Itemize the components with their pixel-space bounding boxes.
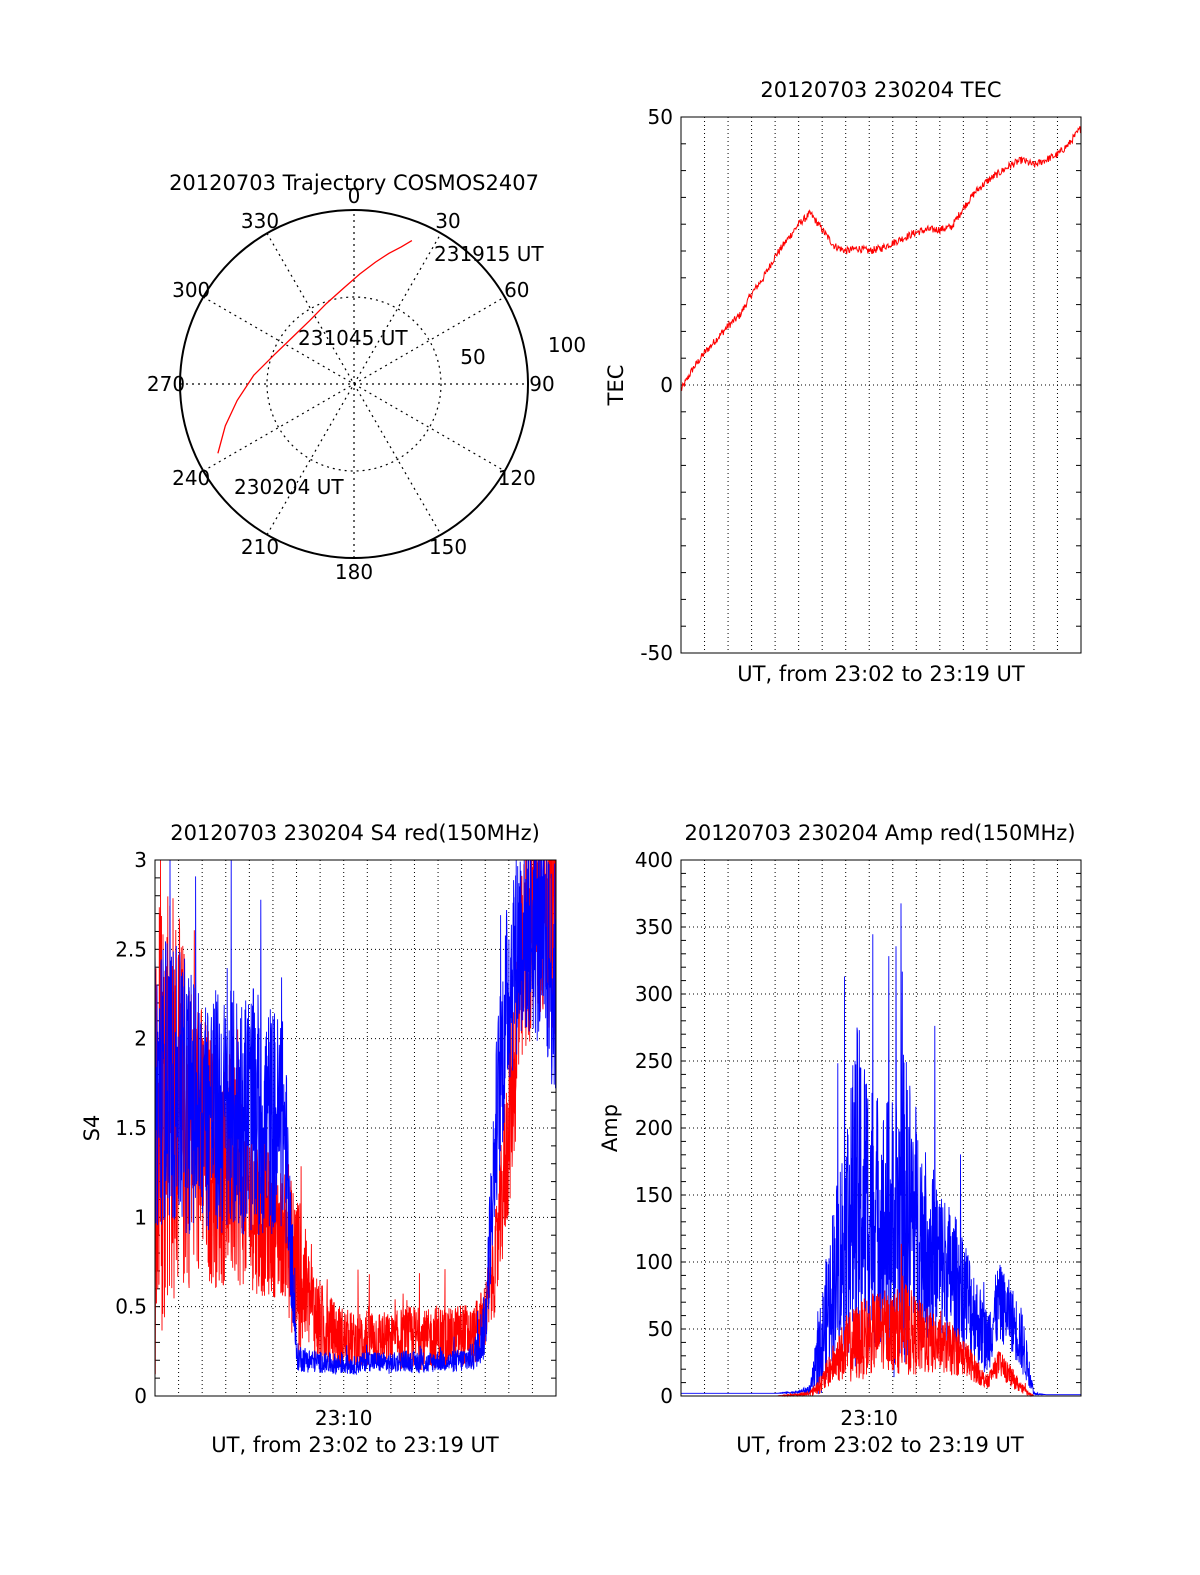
amp-y-tick: 100: [635, 1250, 673, 1274]
s4-x-axis-label: UT, from 23:02 to 23:19 UT: [211, 1433, 499, 1457]
polar-spoke: [266, 233, 442, 535]
tec-grid: [681, 117, 1081, 653]
polar-azimuth-labels: 0 30 60 90 120 150 180 210 240 270 300 330: [147, 184, 555, 584]
s4-y-tick: 1: [134, 1205, 147, 1229]
s4-series-blue: [154, 859, 557, 1376]
s4-y-tick: 0: [134, 1384, 147, 1408]
polar-azimuth-label: 120: [498, 466, 536, 490]
polar-azimuth-label: 30: [435, 209, 460, 233]
amp-x-axis-label: UT, from 23:02 to 23:19 UT: [736, 1433, 1024, 1457]
polar-azimuth-label: 330: [241, 209, 279, 233]
amp-x-tick-label: 23:10: [840, 1406, 898, 1430]
s4-y-tick: 2: [134, 1027, 147, 1051]
polar-trajectory-panel: 20120703 Trajectory COSMOS2407 0 30 60 90 12…: [147, 171, 586, 584]
tec-chart-panel: 20120703 230204 TEC 50 0 -50 UT, from 23:0…: [604, 78, 1082, 686]
amp-y-tick: 200: [635, 1116, 673, 1140]
tec-axes-frame: [680, 116, 1082, 654]
polar-azimuth-label: 240: [172, 466, 210, 490]
amp-axes-frame: [680, 859, 1082, 1397]
polar-azimuth-label: 60: [504, 278, 529, 302]
s4-axes-frame: [154, 859, 557, 1397]
amp-y-tick: 50: [648, 1317, 673, 1341]
polar-title: 20120703 Trajectory COSMOS2407: [169, 171, 539, 195]
polar-azimuth-label: 270: [147, 372, 185, 396]
polar-azimuth-label: 180: [335, 560, 373, 584]
polar-azimuth-label: 150: [429, 535, 467, 559]
amp-y-tick: 300: [635, 982, 673, 1006]
polar-trajectory-line: [217, 240, 413, 454]
tec-title: 20120703 230204 TEC: [760, 78, 1001, 102]
amp-y-tick: 350: [635, 915, 673, 939]
polar-annotation-start: 230204 UT: [234, 475, 344, 499]
s4-chart-panel: 20120703 230204 S4 red(150MHz) 3 2.5 2 1.5 1…: [80, 821, 557, 1457]
amp-title: 20120703 230204 Amp red(150MHz): [684, 821, 1075, 845]
s4-y-axis-label: S4: [80, 1115, 104, 1142]
polar-azimuth-label: 210: [241, 535, 279, 559]
amp-y-tick: 0: [660, 1384, 673, 1408]
polar-inner-circle: [266, 296, 442, 472]
polar-azimuth-label: 0: [348, 184, 361, 208]
amp-y-tick-labels: 400 350 300 250 200 150 100 50 0: [635, 848, 673, 1408]
amp-series-blue: [681, 903, 1081, 1396]
tec-series-line: [680, 126, 1082, 391]
amp-y-tick: 150: [635, 1183, 673, 1207]
tec-y-tick-labels: 50 0 -50: [640, 105, 673, 665]
tec-y-tick: -50: [640, 641, 673, 665]
polar-radial-label-50: 50: [460, 345, 485, 369]
s4-title: 20120703 230204 S4 red(150MHz): [170, 821, 540, 845]
tec-y-tick: 0: [660, 373, 673, 397]
amp-chart-panel: 20120703 230204 Amp red(150MHz) 400 350 30…: [598, 821, 1082, 1457]
s4-y-tick: 2.5: [115, 937, 147, 961]
tec-x-axis-label: UT, from 23:02 to 23:19 UT: [737, 662, 1025, 686]
s4-y-tick: 1.5: [115, 1116, 147, 1140]
s4-y-tick: 0.5: [115, 1295, 147, 1319]
polar-annotation-mid: 231045 UT: [298, 326, 408, 350]
tec-y-tick: 50: [648, 105, 673, 129]
s4-y-tick-labels: 3 2.5 2 1.5 1 0.5 0: [115, 848, 147, 1408]
s4-series-group: [154, 859, 557, 1376]
s4-y-tick: 3: [134, 848, 147, 872]
amp-y-tick: 400: [635, 848, 673, 872]
amp-y-tick: 250: [635, 1049, 673, 1073]
polar-grid: [179, 209, 529, 559]
amp-y-axis-label: Amp: [598, 1104, 622, 1152]
polar-azimuth-label: 300: [172, 278, 210, 302]
tec-y-axis-label: TEC: [604, 365, 628, 407]
polar-annotation-end: 231915 UT: [434, 242, 544, 266]
polar-radial-label-100: 100: [548, 333, 586, 357]
polar-azimuth-label: 90: [529, 372, 554, 396]
s4-x-tick-label: 23:10: [315, 1406, 373, 1430]
